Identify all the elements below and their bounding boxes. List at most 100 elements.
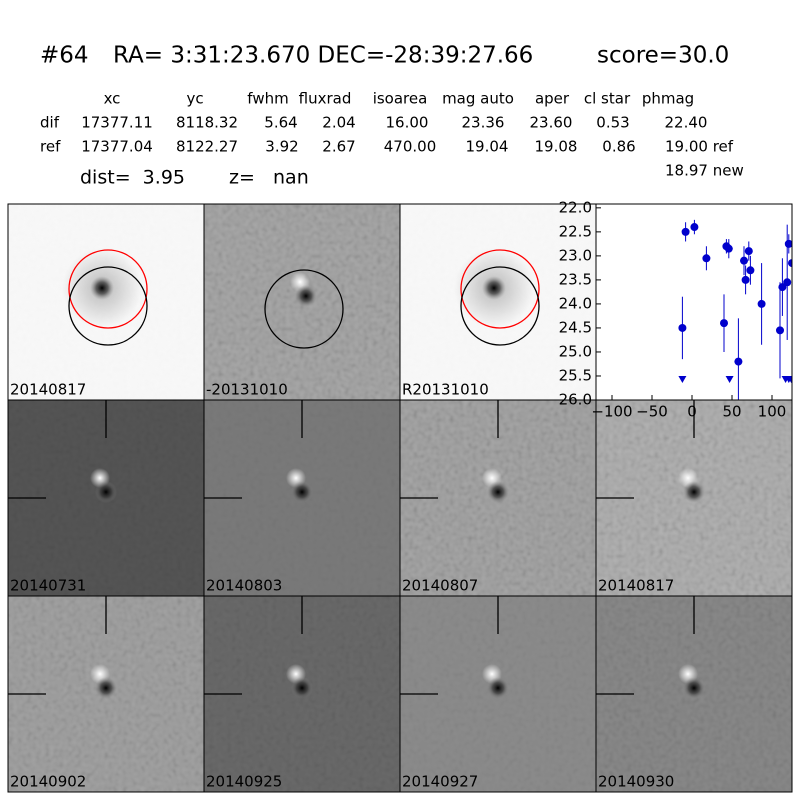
column-header: mag auto bbox=[442, 90, 514, 108]
data-point bbox=[784, 239, 792, 248]
table-cell: 16.00 bbox=[386, 114, 429, 132]
plot-frame bbox=[595, 203, 793, 401]
aperture-new bbox=[264, 269, 344, 349]
aperture-ref bbox=[68, 249, 148, 329]
negative-lobe bbox=[95, 481, 117, 503]
redshift: z= nan bbox=[229, 167, 309, 189]
x-tick-label: −50 bbox=[636, 403, 668, 421]
table-cell: 23.36 bbox=[462, 114, 505, 132]
column-header: xc bbox=[104, 90, 121, 108]
coordinates: RA= 3:31:23.670 DEC=-28:39:27.66 bbox=[113, 43, 533, 69]
table-cell: 2.04 bbox=[322, 114, 355, 132]
row-label: dif bbox=[40, 114, 60, 132]
table-cell: 0.86 bbox=[602, 138, 635, 156]
upper-limit bbox=[725, 375, 734, 383]
column-header: fwhm bbox=[247, 90, 288, 108]
column-header: cl star bbox=[584, 90, 631, 108]
panel-label: 20140925 bbox=[206, 773, 282, 791]
data-point bbox=[744, 247, 753, 256]
y-tick-label: 22.5 bbox=[559, 222, 592, 240]
data-point bbox=[783, 278, 792, 287]
y-tick-label: 23.0 bbox=[559, 246, 592, 264]
panels: 20140817 -20131010 R20131010 20140731 201408… bbox=[7, 203, 793, 793]
table-cell: 8118.32 bbox=[176, 114, 238, 132]
data-point bbox=[734, 357, 743, 366]
y-tick-label: 22.0 bbox=[559, 198, 592, 216]
y-tick-label: 25.5 bbox=[559, 366, 592, 384]
table: xc yc fwhm fluxrad isoarea mag auto aper cl sta… bbox=[40, 90, 734, 156]
row-label: ref bbox=[40, 138, 61, 156]
panel-label: 20140927 bbox=[402, 773, 478, 791]
table-cell: 0.53 bbox=[596, 114, 629, 132]
data-point bbox=[741, 275, 750, 284]
aperture-ref bbox=[460, 249, 540, 329]
panel-label: 20140731 bbox=[10, 577, 86, 595]
data-point bbox=[757, 299, 766, 308]
negative-lobe bbox=[291, 677, 313, 699]
table-cell: 19.00 ref bbox=[665, 138, 734, 156]
panel-label: 20140807 bbox=[402, 577, 478, 595]
data-point bbox=[678, 323, 687, 332]
table-cell: 22.40 bbox=[665, 114, 708, 132]
panel-label: 20140817 bbox=[598, 577, 674, 595]
aperture-new bbox=[68, 266, 148, 346]
column-header: fluxrad bbox=[299, 90, 352, 108]
upper-limit bbox=[787, 375, 792, 383]
table-cell: 19.04 bbox=[466, 138, 509, 156]
table-cell: 5.64 bbox=[264, 114, 297, 132]
source bbox=[90, 276, 114, 300]
panel-label: 20140902 bbox=[10, 773, 86, 791]
column-header: aper bbox=[535, 90, 570, 108]
data-point bbox=[702, 254, 711, 263]
table-cell: 8122.27 bbox=[176, 138, 238, 156]
panel-label: R20131010 bbox=[402, 381, 489, 399]
y-tick-label: 23.5 bbox=[559, 270, 592, 288]
y-tick-label: 24.5 bbox=[559, 318, 592, 336]
x-tick-label: 50 bbox=[722, 403, 741, 421]
x-tick-label: 100 bbox=[758, 403, 787, 421]
data-point bbox=[720, 319, 728, 328]
object-id: #64 bbox=[40, 43, 89, 69]
panel-frame bbox=[595, 595, 793, 793]
column-header: isoarea bbox=[373, 90, 428, 108]
negative-lobe bbox=[291, 481, 313, 503]
plot-data bbox=[678, 219, 792, 400]
data-point bbox=[681, 227, 690, 236]
table-cell: 17377.11 bbox=[81, 114, 153, 132]
negative-lobe bbox=[487, 481, 509, 503]
panel-label: 20140817 bbox=[10, 381, 86, 399]
y-tick-label: 26.0 bbox=[559, 391, 592, 409]
data-point bbox=[788, 259, 792, 268]
table-cell: 470.00 bbox=[384, 138, 437, 156]
score: score=30.0 bbox=[597, 43, 729, 69]
negative-lobe bbox=[683, 677, 705, 699]
table-cell: 19.08 bbox=[535, 138, 578, 156]
panel-label: 20140930 bbox=[598, 773, 674, 791]
x-tick-label: 0 bbox=[687, 403, 697, 421]
negative-lobe bbox=[95, 677, 117, 699]
data-point bbox=[690, 223, 699, 232]
dist: dist= 3.95 bbox=[80, 167, 185, 189]
y-tick-label: 24.0 bbox=[559, 294, 592, 312]
table-cell: 3.92 bbox=[265, 138, 298, 156]
table-cell: 2.67 bbox=[322, 138, 355, 156]
lightcurve: 22.0 22.5 23.0 23.5 24.0 24.5 25.0 25.5 26.0−100… bbox=[559, 198, 793, 421]
column-header: phmag bbox=[642, 90, 694, 108]
data-point bbox=[746, 266, 755, 275]
y-tick-label: 25.0 bbox=[559, 342, 592, 360]
x-tick-label: −100 bbox=[591, 403, 632, 421]
phmag-new: 18.97 new bbox=[665, 162, 744, 180]
data-point bbox=[740, 256, 748, 265]
data-point bbox=[724, 244, 733, 253]
negative-lobe bbox=[683, 481, 705, 503]
negative-lobe bbox=[295, 285, 317, 307]
panel-label: -20131010 bbox=[206, 381, 288, 399]
panel-label: 20140803 bbox=[206, 577, 282, 595]
aperture-new bbox=[460, 266, 540, 346]
upper-limit bbox=[678, 375, 687, 383]
negative-lobe bbox=[487, 677, 509, 699]
table-cell: 23.60 bbox=[530, 114, 573, 132]
table-cell: 17377.04 bbox=[81, 138, 153, 156]
source bbox=[482, 276, 506, 300]
